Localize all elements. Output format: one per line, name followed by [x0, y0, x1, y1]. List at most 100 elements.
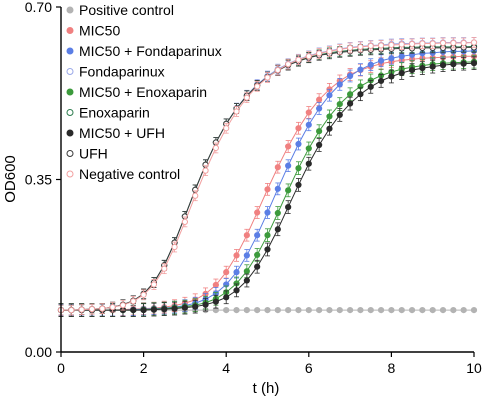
data-point: [377, 42, 385, 49]
data-point: [336, 100, 343, 108]
data-point: [305, 307, 312, 314]
data-point: [305, 145, 312, 152]
data-point: [408, 40, 416, 48]
data-point: [305, 160, 312, 167]
legend-marker: [66, 150, 74, 157]
data-point: [254, 83, 261, 90]
legend-label: Negative control: [79, 166, 180, 182]
legend-item-mic50-ufh: MIC50 + UFH: [66, 125, 165, 141]
data-point: [161, 265, 168, 272]
data-point: [419, 65, 426, 72]
data-point: [336, 111, 343, 119]
data-point: [130, 307, 137, 314]
data-point: [192, 303, 199, 310]
data-point: [223, 125, 230, 132]
y-axis-title: OD600: [2, 155, 19, 203]
data-point: [295, 56, 302, 63]
data-point: [398, 41, 405, 48]
legend-item-mic50: MIC50: [66, 23, 120, 39]
data-point: [326, 92, 333, 99]
data-point: [202, 301, 209, 308]
data-point: [388, 41, 395, 49]
data-point: [243, 268, 250, 275]
data-point: [326, 48, 333, 55]
data-point: [367, 42, 374, 50]
legend-item-mic50-fondaparinux: MIC50 + Fondaparinux: [66, 43, 222, 59]
data-point: [212, 298, 219, 305]
data-point: [408, 66, 416, 74]
data-point: [347, 44, 354, 52]
data-point: [316, 96, 323, 103]
data-point: [439, 307, 447, 314]
data-point: [233, 307, 240, 314]
data-point: [460, 39, 467, 47]
data-point: [357, 66, 364, 73]
legend: Positive control MIC50 MIC50 + Fondaparinu…: [66, 2, 222, 182]
legend-label: Fondaparinux: [79, 64, 165, 80]
data-point: [398, 53, 405, 60]
legend-label: MIC50 + UFH: [79, 125, 165, 141]
legend-item-positive-control: Positive control: [66, 2, 174, 18]
data-point: [439, 39, 447, 47]
data-point: [78, 306, 85, 313]
x-tick-label: 10: [466, 360, 482, 376]
data-point: [470, 39, 478, 46]
data-point: [357, 43, 364, 51]
legend-marker: [66, 47, 74, 55]
data-point: [274, 164, 281, 171]
data-point: [161, 306, 168, 313]
data-point: [285, 204, 292, 211]
data-point: [285, 307, 292, 314]
data-point: [150, 281, 158, 288]
data-point: [377, 77, 385, 85]
data-point: [305, 121, 312, 128]
data-point: [264, 307, 271, 314]
data-point: [295, 181, 302, 189]
data-point: [388, 307, 395, 314]
data-point: [264, 232, 271, 239]
data-point: [285, 61, 292, 68]
data-point: [295, 125, 302, 132]
data-point: [305, 53, 312, 60]
data-point: [295, 140, 302, 148]
legend-marker: [66, 27, 74, 34]
data-point: [336, 307, 343, 314]
data-point: [295, 307, 302, 314]
data-point: [150, 306, 158, 313]
data-point: [212, 144, 219, 152]
data-point: [357, 91, 364, 98]
data-point: [223, 294, 230, 301]
x-tick-label: 2: [140, 360, 148, 376]
data-point: [388, 55, 395, 62]
data-point: [254, 251, 261, 259]
data-point: [326, 125, 333, 132]
x-tick-label: 8: [388, 360, 396, 376]
data-point: [367, 307, 374, 314]
series-negative-control: [57, 37, 478, 316]
data-point: [429, 40, 436, 47]
data-point: [347, 307, 354, 314]
legend-label: MIC50 + Enoxaparin: [79, 84, 207, 100]
data-point: [450, 61, 457, 68]
data-point: [171, 243, 178, 251]
legend-marker: [66, 6, 74, 14]
data-point: [88, 306, 96, 313]
data-point: [223, 307, 230, 314]
data-point: [264, 74, 271, 81]
data-point: [274, 185, 281, 192]
data-point: [233, 108, 240, 115]
axes: 0 2 4 6 8 10 0.00 0.35 0.70: [25, 0, 482, 376]
data-point: [429, 307, 436, 314]
data-point: [274, 226, 281, 233]
data-point: [450, 307, 457, 314]
legend-item-negative-control: Negative control: [66, 166, 180, 182]
legend-item-ufh: UFH: [66, 146, 108, 162]
data-point: [254, 209, 261, 216]
data-point: [285, 143, 292, 150]
data-point: [439, 62, 447, 69]
data-point: [140, 307, 147, 314]
legend-marker: [66, 170, 74, 178]
y-tick-label: 0.70: [25, 0, 52, 15]
data-point: [264, 246, 271, 253]
